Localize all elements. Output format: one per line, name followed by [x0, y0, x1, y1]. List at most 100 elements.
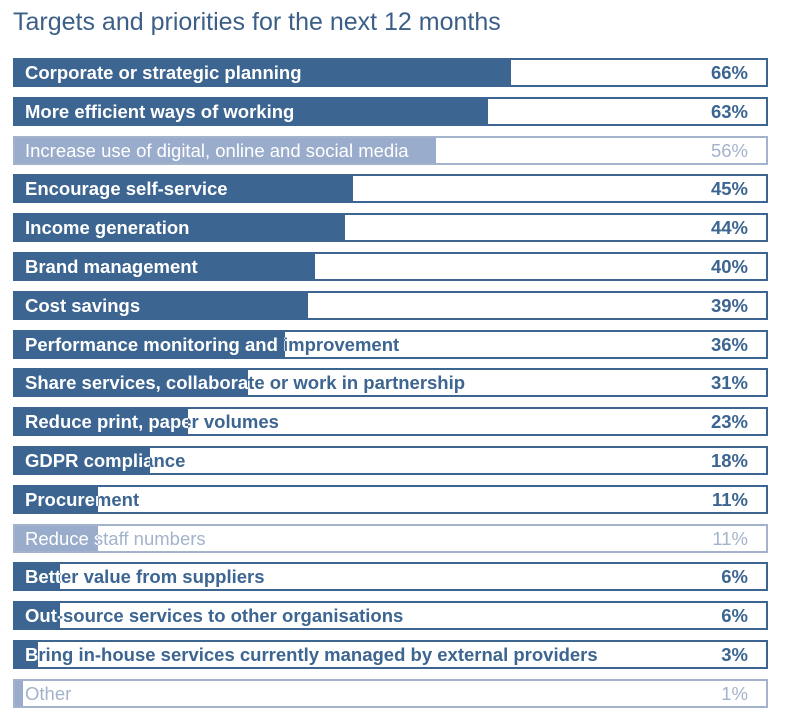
bar-label: Reduce print, paper volumes: [25, 411, 279, 433]
bar-row: ProcurementProcurement11%: [13, 484, 768, 514]
bar-label-overlay: Brand management: [15, 254, 315, 279]
bar-value-label: 63%: [710, 100, 748, 122]
bar-label-overlay: Share services, collaborate or work in p…: [15, 370, 248, 395]
bar-label: Procurement: [25, 488, 140, 510]
bar-value-label: 11%: [712, 527, 748, 549]
bar: [15, 253, 315, 279]
bar-value-label: 45%: [710, 178, 748, 200]
bar-label-overlay: Out-source services to other organisatio…: [15, 603, 60, 628]
bar-label: Performance monitoring and improvement: [25, 333, 400, 355]
bar-value-label: 3%: [721, 643, 748, 665]
bar-value-label: 23%: [710, 411, 748, 433]
bar-label-overlay: Encourage self-service: [15, 176, 353, 201]
bar-label: Income generation: [25, 217, 190, 239]
bar-value-label: 11%: [711, 488, 748, 510]
bar: [15, 641, 38, 667]
bar-label-inverse: Reduce print, paper volumes: [25, 411, 188, 433]
bar-label-overlay: Income generation: [15, 215, 345, 240]
bar-row: Increase use of digital, online and soci…: [13, 135, 768, 165]
chart-title: Targets and priorities for the next 12 m…: [13, 8, 501, 36]
bar-row: More efficient ways of working More effic…: [13, 96, 768, 126]
bar-value-label: 31%: [710, 372, 748, 394]
bar-label-inverse: Out-source services to other organisatio…: [25, 605, 60, 627]
bar-label-inverse: Better value from suppliers: [25, 566, 60, 588]
bar-row: Better value from suppliersBetter value …: [13, 562, 768, 592]
bar-row: Corporate or strategic planning Corporate…: [13, 58, 768, 87]
bar-label-overlay: GDPR compliance: [15, 448, 150, 473]
bar-label: Increase use of digital, online and soci…: [25, 139, 409, 161]
bar-label: Corporate or strategic planning: [25, 62, 302, 83]
bar-label-inverse: GDPR compliance: [25, 449, 150, 471]
bar-label: Bring in-house services currently manage…: [25, 643, 598, 665]
bar: [15, 680, 23, 706]
bar: [15, 525, 98, 551]
bar-label: Other: [25, 682, 72, 704]
bar-chart: Corporate or strategic planning Corporate…: [13, 58, 768, 718]
bar: [15, 409, 188, 435]
bar-row: Out-source services to other organisatio…: [13, 601, 768, 631]
bar: [15, 176, 353, 202]
bar-value-label: 1%: [721, 682, 748, 704]
bar-label-inverse: Brand management: [25, 255, 198, 277]
bar-label-overlay: Bring in-house services currently manage…: [15, 642, 38, 667]
bar: [15, 564, 60, 590]
bar: [15, 486, 98, 512]
bar-row: Encourage self-service Encourage self-ser…: [13, 174, 768, 204]
bar-label-overlay: Better value from suppliers: [15, 564, 60, 589]
bar-label-inverse: Income generation: [25, 217, 190, 239]
bar-value-label: 6%: [721, 605, 748, 627]
bar-label: Brand management: [25, 255, 198, 277]
bar-value-label: 6%: [721, 566, 748, 588]
bar-label-inverse: Performance monitoring and improvement: [25, 333, 285, 355]
bar-label-inverse: Increase use of digital, online and soci…: [25, 139, 409, 161]
bar-label-inverse: Procurement: [25, 488, 98, 510]
bar-value-label: 39%: [710, 294, 748, 316]
bar-value-label: 36%: [710, 333, 748, 355]
bar: [15, 292, 308, 318]
bar: [15, 603, 60, 629]
bar-row: Income generation Income generation 44%: [13, 213, 768, 243]
bar: [15, 331, 285, 357]
bar-row: Bring in-house services currently manage…: [13, 639, 768, 669]
bar: [15, 98, 488, 124]
bar-row: Performance monitoring and improvement Pe…: [13, 329, 768, 359]
bar-label-inverse: Reduce staff numbers: [25, 527, 98, 549]
bar-label: Better value from suppliers: [25, 566, 265, 588]
bar-label-overlay: More efficient ways of working: [15, 99, 488, 124]
bar: [15, 370, 248, 396]
bar: [15, 447, 150, 473]
bar-label: Share services, collaborate or work in p…: [25, 372, 466, 394]
bar-label-overlay: Corporate or strategic planning: [15, 60, 511, 85]
bar-label: Cost savings: [25, 294, 141, 316]
bar-value-label: 44%: [710, 217, 748, 239]
bar-row: Reduce print, paper volumes Reduce print,…: [13, 407, 768, 437]
bar-label-inverse: Corporate or strategic planning: [25, 62, 302, 83]
bar-label-overlay: Reduce print, paper volumes: [15, 409, 188, 434]
bar-label-inverse: Share services, collaborate or work in p…: [25, 372, 248, 394]
bar-value-label: 56%: [710, 139, 748, 161]
bar-label-overlay: Increase use of digital, online and soci…: [15, 138, 436, 163]
bar-value-label: 18%: [710, 449, 748, 471]
bar: [15, 60, 511, 85]
bar-label-inverse: Encourage self-service: [25, 178, 228, 200]
bar-label: Encourage self-service: [25, 178, 228, 200]
bar-label-inverse: More efficient ways of working: [25, 100, 295, 122]
bar: [15, 137, 436, 163]
bar-row: Cost savings Cost savings 39%: [13, 290, 768, 320]
bar-label: Reduce staff numbers: [25, 527, 206, 549]
bar-label-overlay: Procurement: [15, 487, 98, 512]
bar-label: GDPR compliance: [25, 449, 186, 471]
bar-label-overlay: Reduce staff numbers: [15, 526, 98, 551]
bar-label: Out-source services to other organisatio…: [25, 605, 404, 627]
bar-label-overlay: Performance monitoring and improvement: [15, 332, 285, 357]
bar-label-overlay: Other: [15, 681, 23, 706]
bar: [15, 215, 345, 241]
bar-label-inverse: Bring in-house services currently manage…: [25, 643, 38, 665]
bar-row: Brand management Brand management 40%: [13, 251, 768, 281]
bar-value-label: 66%: [710, 62, 748, 83]
bar-label: More efficient ways of working: [25, 100, 295, 122]
bar-label-inverse: Cost savings: [25, 294, 141, 316]
bar-row: OtherOther 1%: [13, 678, 768, 708]
